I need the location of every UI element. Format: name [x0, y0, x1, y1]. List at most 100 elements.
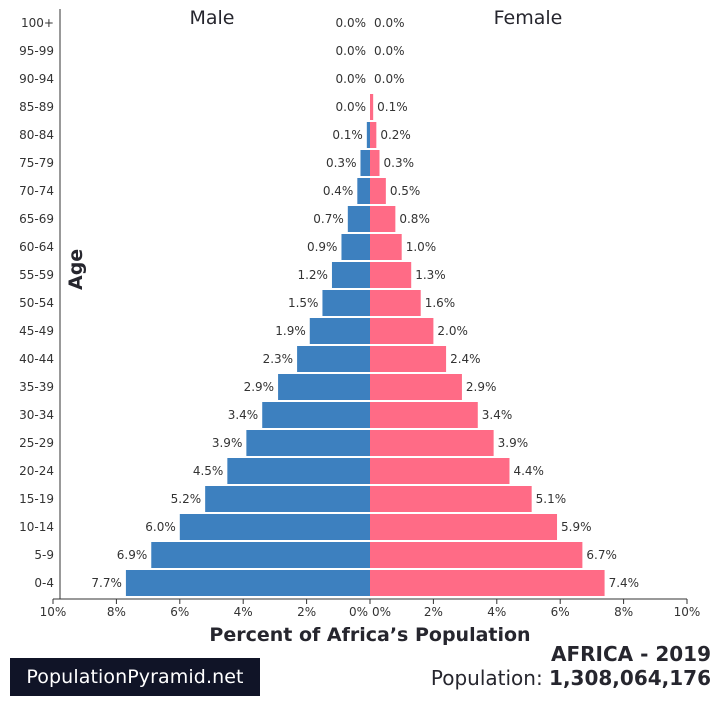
female-value-label: 0.2% [380, 128, 411, 142]
age-group-label: 30-34 [19, 408, 54, 422]
x-tick-label: 10% [674, 605, 701, 619]
age-group-label: 55-59 [19, 268, 54, 282]
female-value-label: 1.6% [425, 296, 456, 310]
male-value-label: 1.2% [297, 268, 328, 282]
female-bar [370, 570, 605, 596]
y-axis-title: Age [65, 249, 87, 290]
age-group-label: 10-14 [19, 520, 54, 534]
female-bar [370, 234, 402, 260]
female-value-label: 0.5% [390, 184, 421, 198]
age-group-label: 35-39 [19, 380, 54, 394]
female-bar [370, 430, 494, 456]
female-value-label: 1.3% [415, 268, 446, 282]
female-bar [370, 94, 374, 120]
male-value-label: 1.9% [275, 324, 306, 338]
male-bar [262, 402, 370, 428]
female-value-label: 2.0% [437, 324, 468, 338]
female-value-label: 0.1% [377, 100, 408, 114]
male-value-label: 0.0% [336, 16, 367, 30]
female-bar [370, 486, 532, 512]
male-value-label: 0.0% [336, 100, 367, 114]
x-tick-label: 4% [487, 605, 506, 619]
female-value-label: 4.4% [513, 464, 544, 478]
female-value-label: 0.8% [399, 212, 430, 226]
female-value-label: 2.4% [450, 352, 481, 366]
male-value-label: 1.5% [288, 296, 319, 310]
male-bar [357, 178, 370, 204]
male-bar [322, 290, 370, 316]
male-bar [309, 318, 370, 344]
female-value-label: 1.0% [406, 240, 437, 254]
female-value-label: 3.9% [498, 436, 529, 450]
male-value-label: 3.9% [212, 436, 243, 450]
male-bar [366, 122, 370, 148]
female-value-label: 0.3% [384, 156, 415, 170]
male-value-label: 3.4% [228, 408, 259, 422]
male-bar [151, 542, 370, 568]
x-axis-title: Percent of Africa’s Population [209, 624, 531, 646]
series-header-male: Male [189, 7, 234, 29]
male-bar [125, 570, 370, 596]
female-value-label: 5.1% [536, 492, 567, 506]
male-value-label: 4.5% [193, 464, 224, 478]
male-value-label: 0.3% [326, 156, 357, 170]
x-tick-label: 4% [234, 605, 253, 619]
age-group-label: 40-44 [19, 352, 54, 366]
male-value-label: 0.0% [336, 72, 367, 86]
x-tick-label: 8% [614, 605, 633, 619]
female-bar [370, 206, 396, 232]
female-value-label: 6.7% [586, 548, 617, 562]
age-group-label: 70-74 [19, 184, 54, 198]
male-value-label: 2.9% [244, 380, 275, 394]
female-bar [370, 262, 412, 288]
female-value-label: 0.0% [374, 16, 405, 30]
male-value-label: 0.4% [323, 184, 354, 198]
age-group-label: 50-54 [19, 296, 54, 310]
x-tick-label: 10% [40, 605, 67, 619]
female-value-label: 0.0% [374, 44, 405, 58]
male-bar [347, 206, 370, 232]
female-bar [370, 290, 421, 316]
age-group-label: 75-79 [19, 156, 54, 170]
female-value-label: 0.0% [374, 72, 405, 86]
male-bar [246, 430, 370, 456]
male-bar [278, 374, 370, 400]
age-group-label: 5-9 [34, 548, 54, 562]
male-value-label: 6.0% [145, 520, 176, 534]
male-bar [341, 234, 370, 260]
male-bar [205, 486, 370, 512]
female-value-label: 7.4% [609, 576, 640, 590]
male-bar [179, 514, 370, 540]
female-bar [370, 178, 386, 204]
age-group-label: 90-94 [19, 72, 54, 86]
male-value-label: 2.3% [263, 352, 294, 366]
population-total: Population: 1,308,064,176 [431, 666, 711, 690]
age-group-label: 100+ [21, 16, 54, 30]
age-group-label: 85-89 [19, 100, 54, 114]
female-bar [370, 514, 558, 540]
x-tick-label: 2% [424, 605, 443, 619]
male-value-label: 0.7% [313, 212, 344, 226]
x-tick-label: 6% [170, 605, 189, 619]
age-group-label: 25-29 [19, 436, 54, 450]
population-label: Population: [430, 666, 543, 690]
female-bar [370, 458, 510, 484]
female-bar [370, 542, 583, 568]
series-header-female: Female [494, 7, 563, 29]
male-value-label: 0.1% [332, 128, 363, 142]
age-group-label: 65-69 [19, 212, 54, 226]
female-bar [370, 374, 462, 400]
age-group-label: 95-99 [19, 44, 54, 58]
female-bar [370, 122, 377, 148]
brand-logo-link[interactable]: PopulationPyramid.net [10, 658, 260, 696]
male-bar [360, 150, 370, 176]
female-bar [370, 150, 380, 176]
male-bar [227, 458, 370, 484]
female-value-label: 3.4% [482, 408, 513, 422]
x-tick-label: 0% [372, 605, 391, 619]
male-value-label: 0.9% [307, 240, 338, 254]
chart-location-year-title: AFRICA - 2019 [550, 642, 711, 666]
male-value-label: 7.7% [91, 576, 122, 590]
age-group-label: 20-24 [19, 464, 54, 478]
age-group-label: 0-4 [34, 576, 54, 590]
